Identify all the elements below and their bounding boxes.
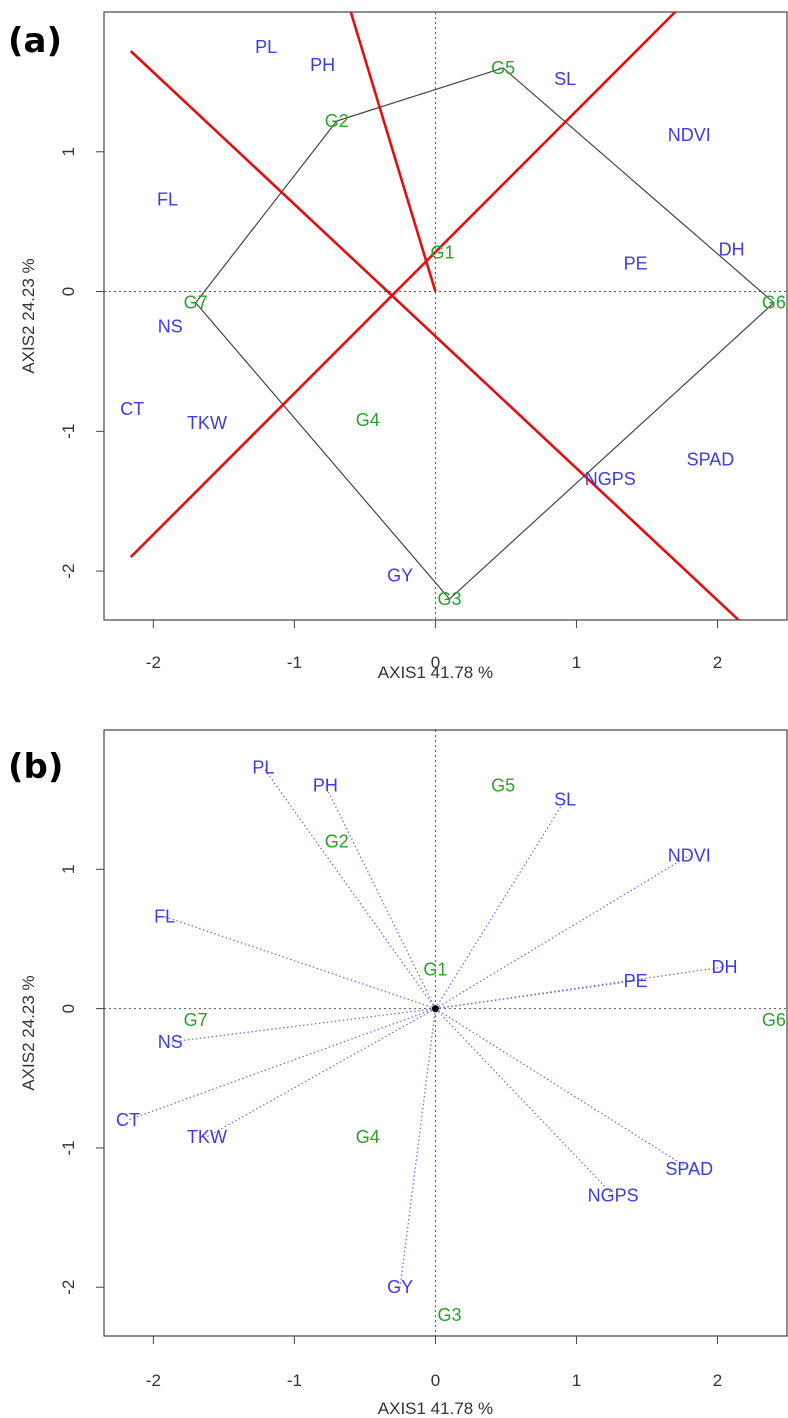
plot-frame-a — [103, 11, 788, 621]
trait-vector — [435, 980, 636, 1010]
trait-label: CT — [116, 1110, 140, 1130]
x-tick-label: -2 — [146, 653, 161, 672]
trait-label: GY — [387, 565, 413, 585]
trait-label: NS — [158, 1032, 183, 1052]
genotype-label: G4 — [356, 410, 380, 430]
x-tick-label: 1 — [572, 653, 581, 672]
genotype-label: G6 — [762, 1010, 786, 1030]
sector-line — [129, 50, 741, 620]
panel-b-biplot: (b) -2 -1 0 1 2 -2 -1 0 1 AXIS1 41.78 % AXIS2 24.23… — [8, 729, 788, 1418]
x-tick-label: -1 — [287, 1371, 302, 1390]
trait-vector — [127, 1008, 436, 1121]
x-tick-label: 1 — [572, 1371, 581, 1390]
trait-label: NGPS — [585, 469, 636, 489]
genotype-label: G3 — [438, 1305, 462, 1325]
trait-label: NS — [158, 316, 183, 336]
trait-vector — [435, 1008, 690, 1170]
trait-label: CT — [120, 399, 144, 419]
trait-vector — [324, 785, 436, 1009]
trait-label: PH — [313, 776, 338, 796]
genotype-label: G5 — [491, 58, 515, 78]
trait-vector — [435, 854, 690, 1010]
x-tick-label: 0 — [431, 653, 440, 672]
panel-label-b: (b) — [8, 747, 63, 787]
trait-vector — [206, 1008, 436, 1138]
genotype-label: G2 — [325, 831, 349, 851]
panel-a-biplot: (a) -2 -1 0 1 2 -2 -1 0 1 AXIS1 41.78 % AXIS2 24.23… — [8, 11, 788, 682]
trait-label: PL — [252, 758, 274, 778]
trait-label: SPAD — [665, 1159, 713, 1179]
y-tick-label: -2 — [59, 564, 78, 579]
genotype-label: G4 — [356, 1127, 380, 1147]
trait-label: PE — [624, 254, 648, 274]
trait-label: SL — [554, 790, 576, 810]
trait-vector — [399, 1008, 437, 1288]
genotype-label: G3 — [438, 589, 462, 609]
trait-label: PH — [310, 55, 335, 75]
y-tick-label: 0 — [59, 287, 78, 296]
trait-vector — [435, 966, 725, 1010]
trait-label: SPAD — [687, 449, 735, 469]
trait-label: FL — [157, 189, 178, 209]
plot-frame-b — [103, 729, 788, 1337]
x-tick-label: 0 — [431, 1371, 440, 1390]
trait-label: DH — [712, 957, 738, 977]
x-axis-title: AXIS1 41.78 % — [378, 663, 493, 682]
trait-label: NDVI — [668, 845, 711, 865]
x-tick-label: 2 — [713, 1371, 722, 1390]
trait-vector — [434, 1008, 614, 1196]
plot-area-b: PL PH SL NDVI FL DH PE NS CT TKW SPAD NGPS GY G1 G2 G3 G… — [116, 758, 786, 1325]
y-axis-title: AXIS2 24.23 % — [19, 975, 38, 1090]
y-axis-title: AXIS2 24.23 % — [19, 258, 38, 373]
trait-label: PL — [255, 37, 277, 57]
x-tick-label: -1 — [287, 653, 302, 672]
genotype-label: G5 — [491, 776, 515, 796]
trait-vector — [262, 767, 436, 1009]
genotype-label: G1 — [423, 960, 447, 980]
x-tick-label: -2 — [146, 1371, 161, 1390]
x-tick-label: 2 — [713, 653, 722, 672]
y-tick-label: 0 — [59, 1004, 78, 1013]
sector-line — [129, 12, 677, 559]
panel-label-a: (a) — [8, 21, 62, 61]
trait-label: TKW — [187, 1127, 227, 1147]
trait-label: NDVI — [668, 125, 711, 145]
genotype-label: G7 — [184, 293, 208, 313]
trait-label: NGPS — [588, 1185, 639, 1205]
y-tick-label: -1 — [59, 1140, 78, 1155]
genotype-label: G7 — [184, 1010, 208, 1030]
trait-label: PE — [624, 971, 648, 991]
trait-vector — [170, 1008, 436, 1043]
trait-label: GY — [387, 1277, 413, 1297]
genotype-label: G1 — [430, 242, 454, 262]
plot-area-a: PL PH SL NDVI FL DH PE NS CT TKW SPAD NGPS GY G1 G2 G3 G… — [120, 12, 786, 620]
y-tick-label: -2 — [59, 1280, 78, 1295]
sector-line — [349, 12, 437, 292]
genotype-label: G6 — [762, 293, 786, 313]
origin-point — [431, 1005, 439, 1013]
y-tick-label: 1 — [59, 147, 78, 156]
trait-label: DH — [719, 240, 745, 260]
trait-label: TKW — [187, 413, 227, 433]
trait-label: SL — [554, 69, 576, 89]
trait-vector — [434, 799, 566, 1009]
genotype-label: G2 — [325, 111, 349, 131]
y-tick-label: -1 — [59, 424, 78, 439]
x-axis-title: AXIS1 41.78 % — [378, 1399, 493, 1418]
trait-vector — [164, 916, 436, 1010]
trait-label: FL — [154, 907, 175, 927]
convex-hull-polygon — [194, 67, 775, 600]
y-tick-label: 1 — [59, 865, 78, 874]
